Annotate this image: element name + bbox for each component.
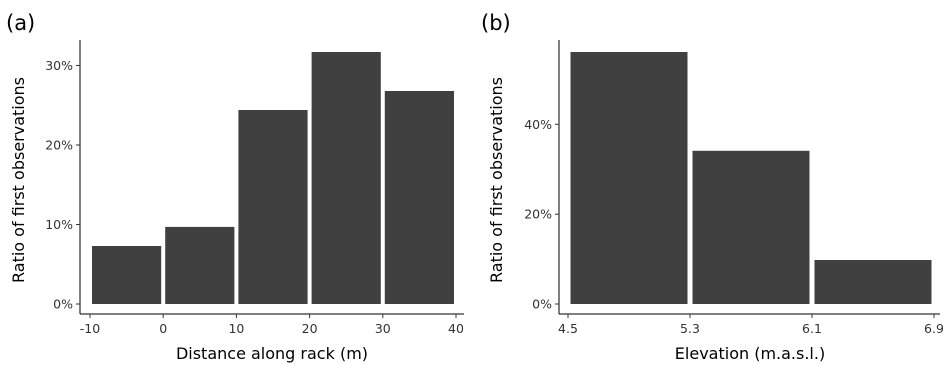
panel-a-bar-1 xyxy=(92,246,162,304)
panel-a-x-tick-label-2: 0 xyxy=(159,321,167,336)
panel-a-x-ticks: -10 0 10 20 30 40 xyxy=(80,314,464,336)
panel-b: (b) 0% 20% 40% 4.5 5.3 6.1 6.9 Elevation (m.a… xyxy=(481,11,944,363)
panel-a-x-tick-label-6: 40 xyxy=(448,321,464,336)
panel-b-bar-2 xyxy=(692,150,810,304)
panel-a-x-tick-label-4: 20 xyxy=(302,321,318,336)
panel-a-bar-5 xyxy=(384,91,454,304)
panel-a-x-tick-label-1: -10 xyxy=(80,321,100,336)
panel-b-y-tick-label-3: 40% xyxy=(524,117,552,132)
panel-b-bar-1 xyxy=(570,52,688,304)
panel-a-bar-4 xyxy=(311,52,381,304)
panel-a-y-tick-label-2: 10% xyxy=(45,217,73,232)
panel-b-x-tick-label-4: 6.9 xyxy=(924,321,944,336)
panel-a-y-tick-label-4: 30% xyxy=(45,58,73,73)
panel-b-bar-3 xyxy=(814,260,932,304)
panel-b-y-axis-title: Ratio of first observations xyxy=(487,77,506,283)
panel-b-bars xyxy=(570,52,932,304)
panel-a-x-tick-label-3: 10 xyxy=(228,321,244,336)
panel-a-y-axis-title: Ratio of first observations xyxy=(9,77,28,283)
panel-b-x-axis-title: Elevation (m.a.s.l.) xyxy=(675,344,825,363)
panel-a-x-tick-label-5: 30 xyxy=(375,321,391,336)
panel-a: (a) 0% 10% 20% 30% -10 0 10 20 30 40 Distance al… xyxy=(6,11,464,363)
panel-a-y-tick-label-1: 0% xyxy=(53,297,73,312)
panel-a-label: (a) xyxy=(6,11,35,35)
panel-b-y-ticks: 0% 20% 40% xyxy=(524,117,559,312)
panel-a-bars xyxy=(92,52,454,304)
panel-b-y-tick-label-2: 20% xyxy=(524,207,552,222)
panel-a-y-tick-label-3: 20% xyxy=(45,138,73,153)
panel-b-x-tick-label-3: 6.1 xyxy=(802,321,822,336)
panel-a-x-axis-title: Distance along rack (m) xyxy=(176,344,368,363)
panel-b-x-ticks: 4.5 5.3 6.1 6.9 xyxy=(558,314,944,336)
panel-a-bar-3 xyxy=(238,110,308,304)
panel-b-x-tick-label-1: 4.5 xyxy=(558,321,578,336)
panel-a-bar-2 xyxy=(165,226,235,304)
panel-b-x-tick-label-2: 5.3 xyxy=(680,321,700,336)
panel-b-label: (b) xyxy=(481,11,511,35)
panel-a-y-ticks: 0% 10% 20% 30% xyxy=(45,58,80,312)
panel-b-y-tick-label-1: 0% xyxy=(532,297,552,312)
